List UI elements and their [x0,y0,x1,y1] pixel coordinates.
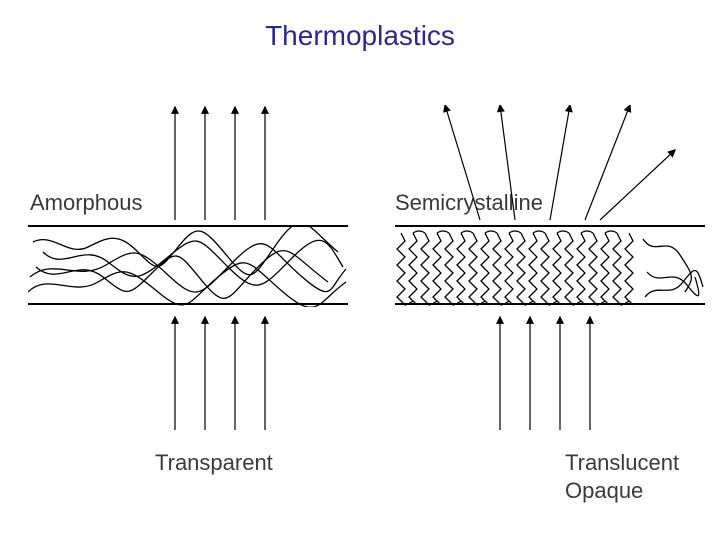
arrows-top-left [170,105,290,225]
amorphous-structure [28,225,348,305]
arrows-bottom-left [170,315,290,435]
semicrystalline-pattern [395,227,705,307]
amorphous-pattern [28,227,348,307]
arrows-top-right [440,105,700,225]
page-title: Thermoplastics [230,20,490,52]
label-transparent: Transparent [155,450,273,476]
label-amorphous: Amorphous [30,190,143,216]
label-opaque: Opaque [565,478,643,504]
label-translucent: Translucent [565,450,679,476]
arrows-bottom-right [495,315,615,435]
semicrystalline-structure [395,225,705,305]
